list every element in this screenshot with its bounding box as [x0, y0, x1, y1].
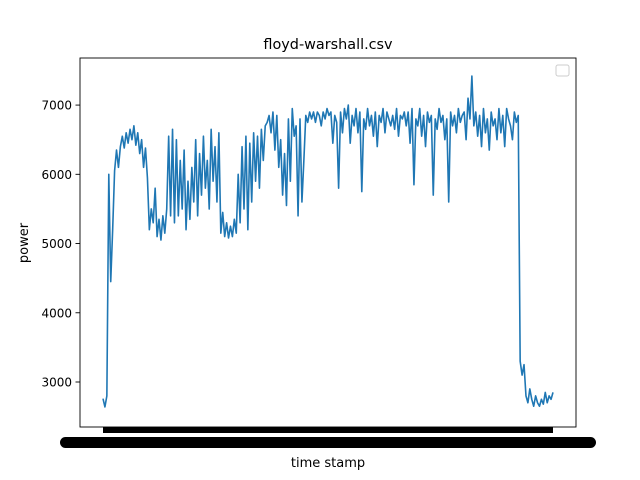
y-tick-label: 4000 [41, 306, 72, 320]
x-axis [60, 427, 596, 448]
chart-title: floyd-warshall.csv [263, 37, 393, 53]
y-axis-label: power [17, 222, 32, 263]
plot-frame [79, 57, 577, 428]
y-tick-label: 5000 [41, 237, 72, 251]
series-line-0 [102, 75, 554, 408]
y-tick-label: 7000 [41, 99, 72, 113]
y-tick-label: 3000 [41, 376, 72, 390]
legend-box [555, 64, 570, 77]
x-tick-labels [60, 437, 596, 448]
x-tick-marks [103, 427, 553, 433]
plot-area [102, 75, 554, 408]
x-axis-label: time stamp [291, 456, 365, 471]
y-tick-label: 6000 [41, 168, 72, 182]
y-axis: 3000 4000 5000 6000 7000 [41, 99, 80, 390]
